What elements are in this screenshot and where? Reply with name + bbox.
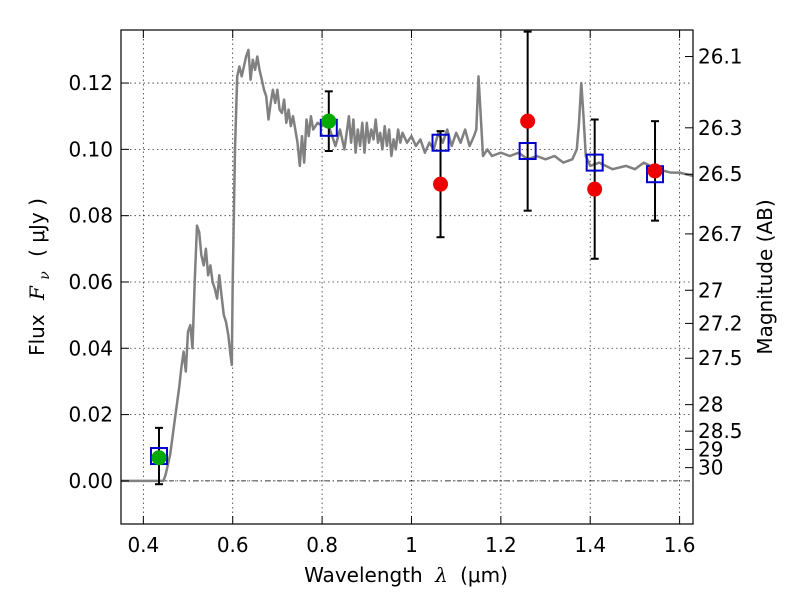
y-axis-title-prefix: Flux	[25, 314, 49, 356]
y2-tick-label: 30	[698, 456, 723, 480]
observed-flux-point	[520, 113, 536, 129]
y-tick-label: 0.08	[68, 204, 113, 228]
x-axis-title-prefix: Wavelength	[304, 563, 423, 587]
observed-flux-point	[587, 181, 603, 197]
y-axis-title-subscript: ν	[37, 271, 53, 280]
y-tick-label: 0.00	[68, 469, 113, 493]
x-tick-label: 0.8	[306, 533, 338, 557]
x-tick-label: 1.6	[664, 533, 696, 557]
model-photometry-square	[431, 133, 450, 152]
x-tick-label: 0.4	[127, 533, 159, 557]
x-tick-label: 0.6	[217, 533, 249, 557]
observed-flux-point	[321, 113, 337, 129]
observed-flux-point	[433, 176, 449, 192]
y2-tick-label: 26.3	[698, 116, 743, 140]
y-axis-title: Flux F ν ( μJy )	[25, 198, 54, 356]
x-tick-label: 1.2	[485, 533, 517, 557]
y2-tick-label: 26.5	[698, 162, 743, 186]
grid	[121, 30, 693, 524]
x-axis-title: Wavelength λ (μm)	[304, 563, 508, 587]
y-axis-title-unit: ( μJy )	[25, 198, 49, 257]
y2-tick-label: 28.5	[698, 419, 743, 443]
y2-tick-label: 27.5	[698, 346, 743, 370]
y-tick-label: 0.10	[68, 137, 113, 161]
observed-flux-point	[151, 450, 167, 466]
y2-tick-label: 29	[698, 437, 723, 461]
y-tick-label: 0.06	[68, 270, 113, 294]
model-photometry-square	[585, 153, 604, 172]
y2-tick-label: 28	[698, 393, 723, 417]
y2-tick-label: 27	[698, 278, 723, 302]
x-tick-label: 1	[405, 533, 418, 557]
model-photometry-square	[518, 142, 537, 161]
x-axis-title-symbol: λ	[434, 563, 448, 587]
y-tick-label: 0.12	[68, 71, 113, 95]
plot-frame	[120, 29, 694, 525]
observed-flux-point	[647, 163, 663, 179]
sed-model-line	[121, 48, 693, 483]
x-axis-title-unit: (μm)	[460, 563, 508, 587]
y2-axis-title: Magnitude (AB)	[753, 199, 777, 354]
plot-area	[121, 30, 693, 486]
x-tick-label: 1.4	[574, 533, 606, 557]
y-tick-label: 0.02	[68, 403, 113, 427]
y-axis-title-symbol: F	[25, 285, 49, 301]
y2-tick-label: 26.1	[698, 45, 743, 69]
y2-tick-label: 27.2	[698, 311, 743, 335]
ticks: 0.4 0.6 0.8 1 1.2 1.4 1.6 0.00 0.02 0.04 0.06 0.08 0…	[68, 30, 743, 557]
y2-tick-label: 26.7	[698, 222, 743, 246]
y-tick-label: 0.04	[68, 336, 113, 360]
